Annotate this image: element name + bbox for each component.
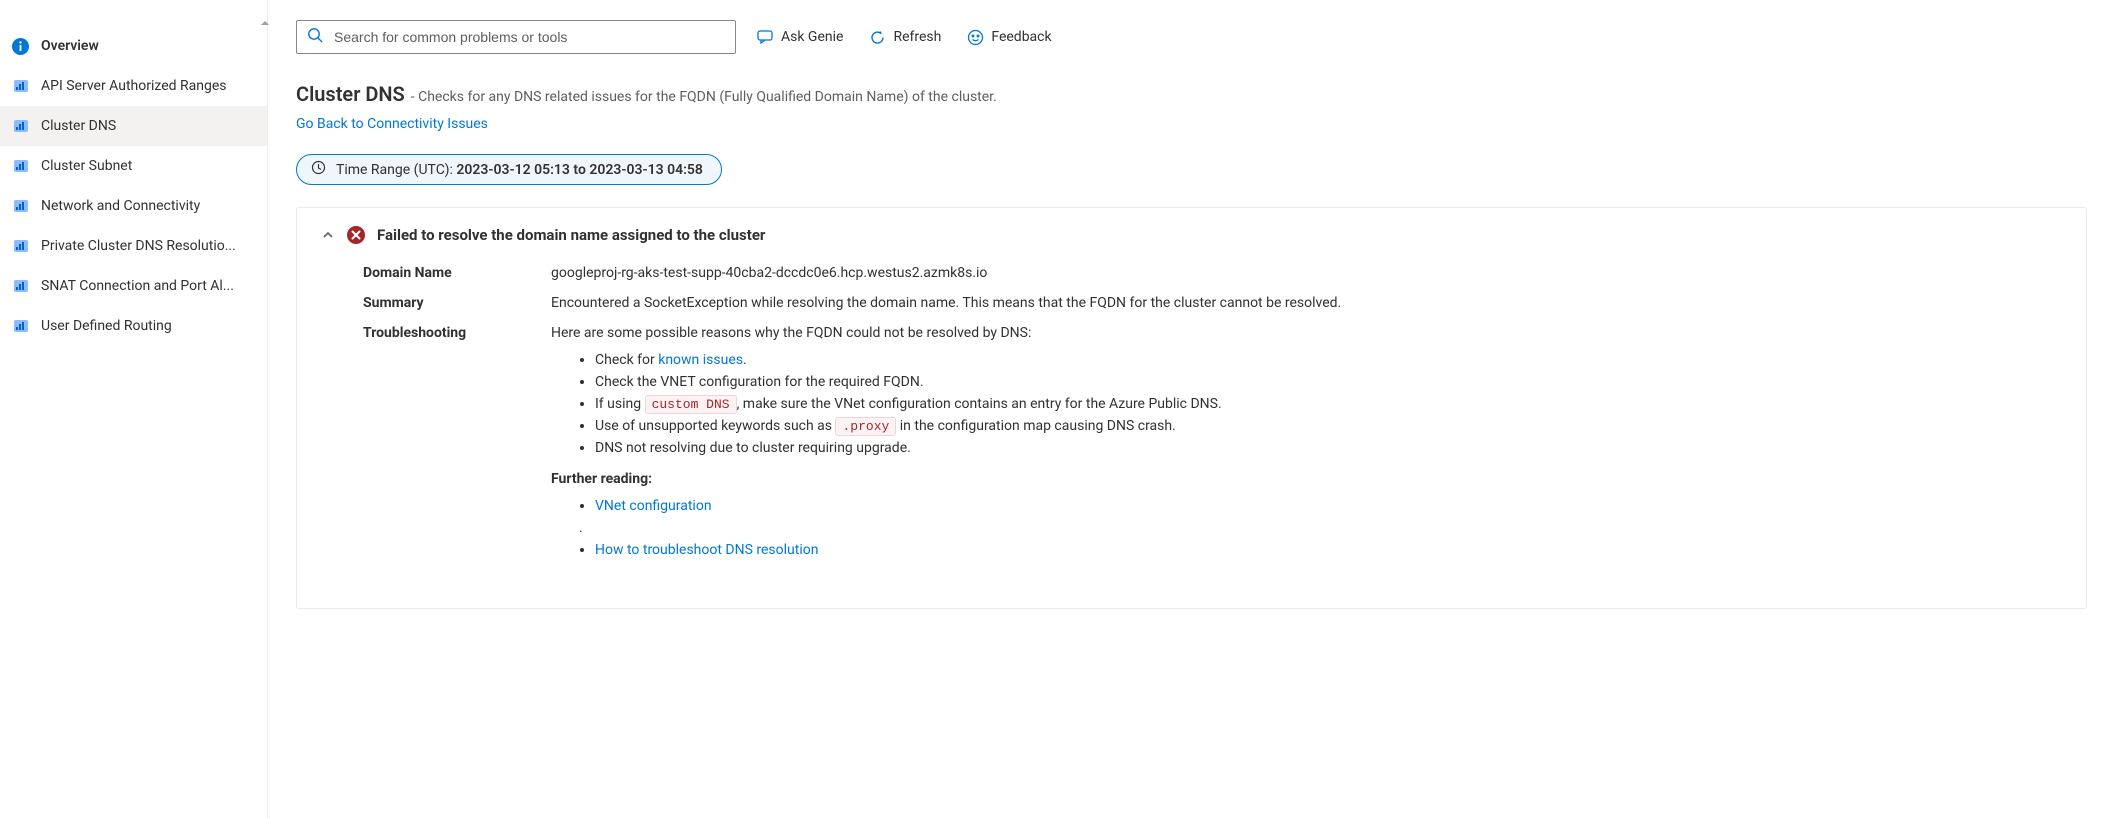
summary-value: Encountered a SocketException while reso… (551, 295, 2062, 311)
code-custom-dns: custom DNS (645, 395, 737, 414)
troubleshooting-label: Troubleshooting (321, 325, 551, 573)
diagnostic-icon (12, 318, 29, 335)
sidebar-item-label: User Defined Routing (41, 318, 172, 334)
refresh-label: Refresh (893, 29, 941, 45)
diagnostic-icon (12, 78, 29, 95)
sidebar-item-private-dns[interactable]: Private Cluster DNS Resolutio... (0, 226, 267, 266)
collapse-chevron-icon[interactable] (260, 18, 270, 31)
page-title: Cluster DNS (296, 82, 405, 106)
list-item: Check for known issues. (595, 349, 2062, 371)
sidebar-item-network-connectivity[interactable]: Network and Connectivity (0, 186, 267, 226)
back-link[interactable]: Go Back to Connectivity Issues (296, 116, 488, 132)
troubleshooting-row: Troubleshooting Here are some possible r… (321, 318, 2062, 580)
time-range-prefix: Time Range (UTC): (336, 162, 453, 178)
domain-name-label: Domain Name (321, 265, 551, 281)
sidebar-item-snat[interactable]: SNAT Connection and Port Al... (0, 266, 267, 306)
error-icon (347, 226, 365, 244)
sidebar-item-label: Cluster Subnet (41, 158, 132, 174)
search-input-wrapper[interactable] (296, 20, 736, 54)
sidebar-item-cluster-subnet[interactable]: Cluster Subnet (0, 146, 267, 186)
search-input[interactable] (334, 29, 725, 45)
code-proxy: .proxy (835, 417, 896, 436)
time-range-value: 2023-03-12 05:13 to 2023-03-13 04:58 (456, 162, 703, 178)
topbar: Ask Genie Refresh Feedback (296, 20, 2087, 54)
list-item: DNS not resolving due to cluster requiri… (595, 437, 2062, 459)
sidebar-item-label: Private Cluster DNS Resolutio... (41, 238, 236, 254)
sidebar-item-label: Cluster DNS (41, 118, 116, 134)
sidebar-item-udr[interactable]: User Defined Routing (0, 306, 267, 346)
list-item: Use of unsupported keywords such as .pro… (595, 415, 2062, 437)
further-reading-label: Further reading: (551, 471, 2062, 487)
collapse-icon[interactable] (321, 228, 335, 242)
sidebar-item-label: API Server Authorized Ranges (41, 78, 227, 94)
sidebar-item-label: Network and Connectivity (41, 198, 200, 214)
diagnostic-icon (12, 238, 29, 255)
main-content: Ask Genie Refresh Feedback Cluster DNS -… (268, 0, 2115, 819)
search-icon (307, 27, 324, 48)
refresh-icon (869, 29, 886, 46)
diagnostic-icon (12, 278, 29, 295)
page-subtitle: - Checks for any DNS related issues for … (411, 89, 997, 105)
panel-title: Failed to resolve the domain name assign… (377, 226, 765, 244)
clock-icon (311, 160, 326, 179)
troubleshooting-intro: Here are some possible reasons why the F… (551, 325, 2062, 341)
further-reading-list: VNet configuration . How to troubleshoot… (595, 495, 2062, 561)
smiley-icon (967, 29, 984, 46)
feedback-button[interactable]: Feedback (961, 25, 1057, 50)
vnet-config-link[interactable]: VNet configuration (595, 498, 712, 514)
sidebar-item-label: SNAT Connection and Port Al... (41, 278, 234, 294)
chat-icon (756, 28, 774, 46)
domain-name-row: Domain Name googleproj-rg-aks-test-supp-… (321, 258, 2062, 288)
time-range-pill[interactable]: Time Range (UTC): 2023-03-12 05:13 to 20… (296, 154, 722, 185)
sidebar-item-cluster-dns[interactable]: Cluster DNS (0, 106, 267, 146)
diagnostic-icon (12, 118, 29, 135)
dns-troubleshoot-link[interactable]: How to troubleshoot DNS resolution (595, 542, 818, 558)
refresh-button[interactable]: Refresh (863, 25, 947, 50)
known-issues-link[interactable]: known issues (658, 352, 743, 368)
page-heading: Cluster DNS - Checks for any DNS related… (296, 82, 2087, 106)
domain-name-value: googleproj-rg-aks-test-supp-40cba2-dccdc… (551, 265, 2062, 281)
troubleshooting-list: Check for known issues. Check the VNET c… (595, 349, 2062, 459)
list-item: Check the VNET configuration for the req… (595, 371, 2062, 393)
sidebar-overview-label: Overview (41, 38, 99, 54)
feedback-label: Feedback (991, 29, 1051, 45)
diagnostic-icon (12, 198, 29, 215)
troubleshooting-content: Here are some possible reasons why the F… (551, 325, 2062, 573)
list-item: . (579, 517, 2062, 539)
sidebar: Overview API Server Authorized Ranges Cl… (0, 0, 268, 819)
list-item: VNet configuration (595, 495, 2062, 517)
diagnostic-panel: Failed to resolve the domain name assign… (296, 207, 2087, 609)
panel-header: Failed to resolve the domain name assign… (321, 226, 2062, 244)
summary-label: Summary (321, 295, 551, 311)
list-item: If using custom DNS, make sure the VNet … (595, 393, 2062, 415)
ask-genie-label: Ask Genie (781, 29, 843, 45)
info-icon (12, 38, 29, 55)
sidebar-item-overview[interactable]: Overview (0, 26, 267, 66)
summary-row: Summary Encountered a SocketException wh… (321, 288, 2062, 318)
diagnostic-icon (12, 158, 29, 175)
ask-genie-button[interactable]: Ask Genie (750, 24, 849, 50)
list-item: How to troubleshoot DNS resolution (595, 539, 2062, 561)
sidebar-item-api-ranges[interactable]: API Server Authorized Ranges (0, 66, 267, 106)
